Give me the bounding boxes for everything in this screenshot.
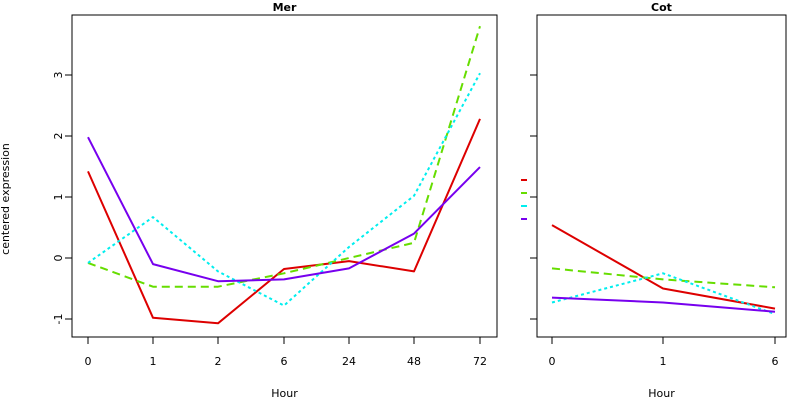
series-line-mer-2 [87,25,481,288]
y-axis-label: centered expression [0,143,12,255]
x-axis-label-mer: Hour [271,387,298,400]
x-tick-label-cot: 0 [549,355,556,368]
chart-title-mer: Mer [273,1,297,14]
x-tick-label-mer: 1 [150,355,157,368]
plot-frame-cot [536,14,787,338]
x-tick-label-mer: 2 [215,355,222,368]
x-tick-label-mer: 6 [281,355,288,368]
y-tick-label: 2 [52,133,65,140]
series-line-cot-3 [551,272,776,316]
y-tick-label: -1 [52,314,65,325]
x-tick-label-mer: 48 [407,355,421,368]
panel-mer: Mer 0 1 2 6 24 48 72 Hour -1 0 1 2 3 [52,1,498,400]
x-tick-label-cot: 6 [772,355,779,368]
plot-frame-mer [71,14,498,338]
series-line-mer-1 [87,118,481,325]
panel-cot: Cot 0 1 6 Hour [530,1,787,400]
legend [521,179,527,220]
series-line-mer-3 [87,72,481,307]
x-tick-label-mer: 0 [85,355,92,368]
x-axis-label-cot: Hour [648,387,675,400]
series-line-mer-4 [87,136,481,283]
y-tick-label: 1 [52,194,65,201]
y-tick-label: 3 [52,72,65,79]
x-tick-label-mer: 24 [342,355,356,368]
chart-title-cot: Cot [651,1,672,14]
y-tick-label: 0 [52,255,65,262]
x-tick-label-cot: 1 [660,355,667,368]
series-line-cot-1 [551,224,776,310]
series-line-cot-2 [551,267,776,289]
x-tick-label-mer: 72 [473,355,487,368]
series-line-cot-4 [551,296,776,313]
